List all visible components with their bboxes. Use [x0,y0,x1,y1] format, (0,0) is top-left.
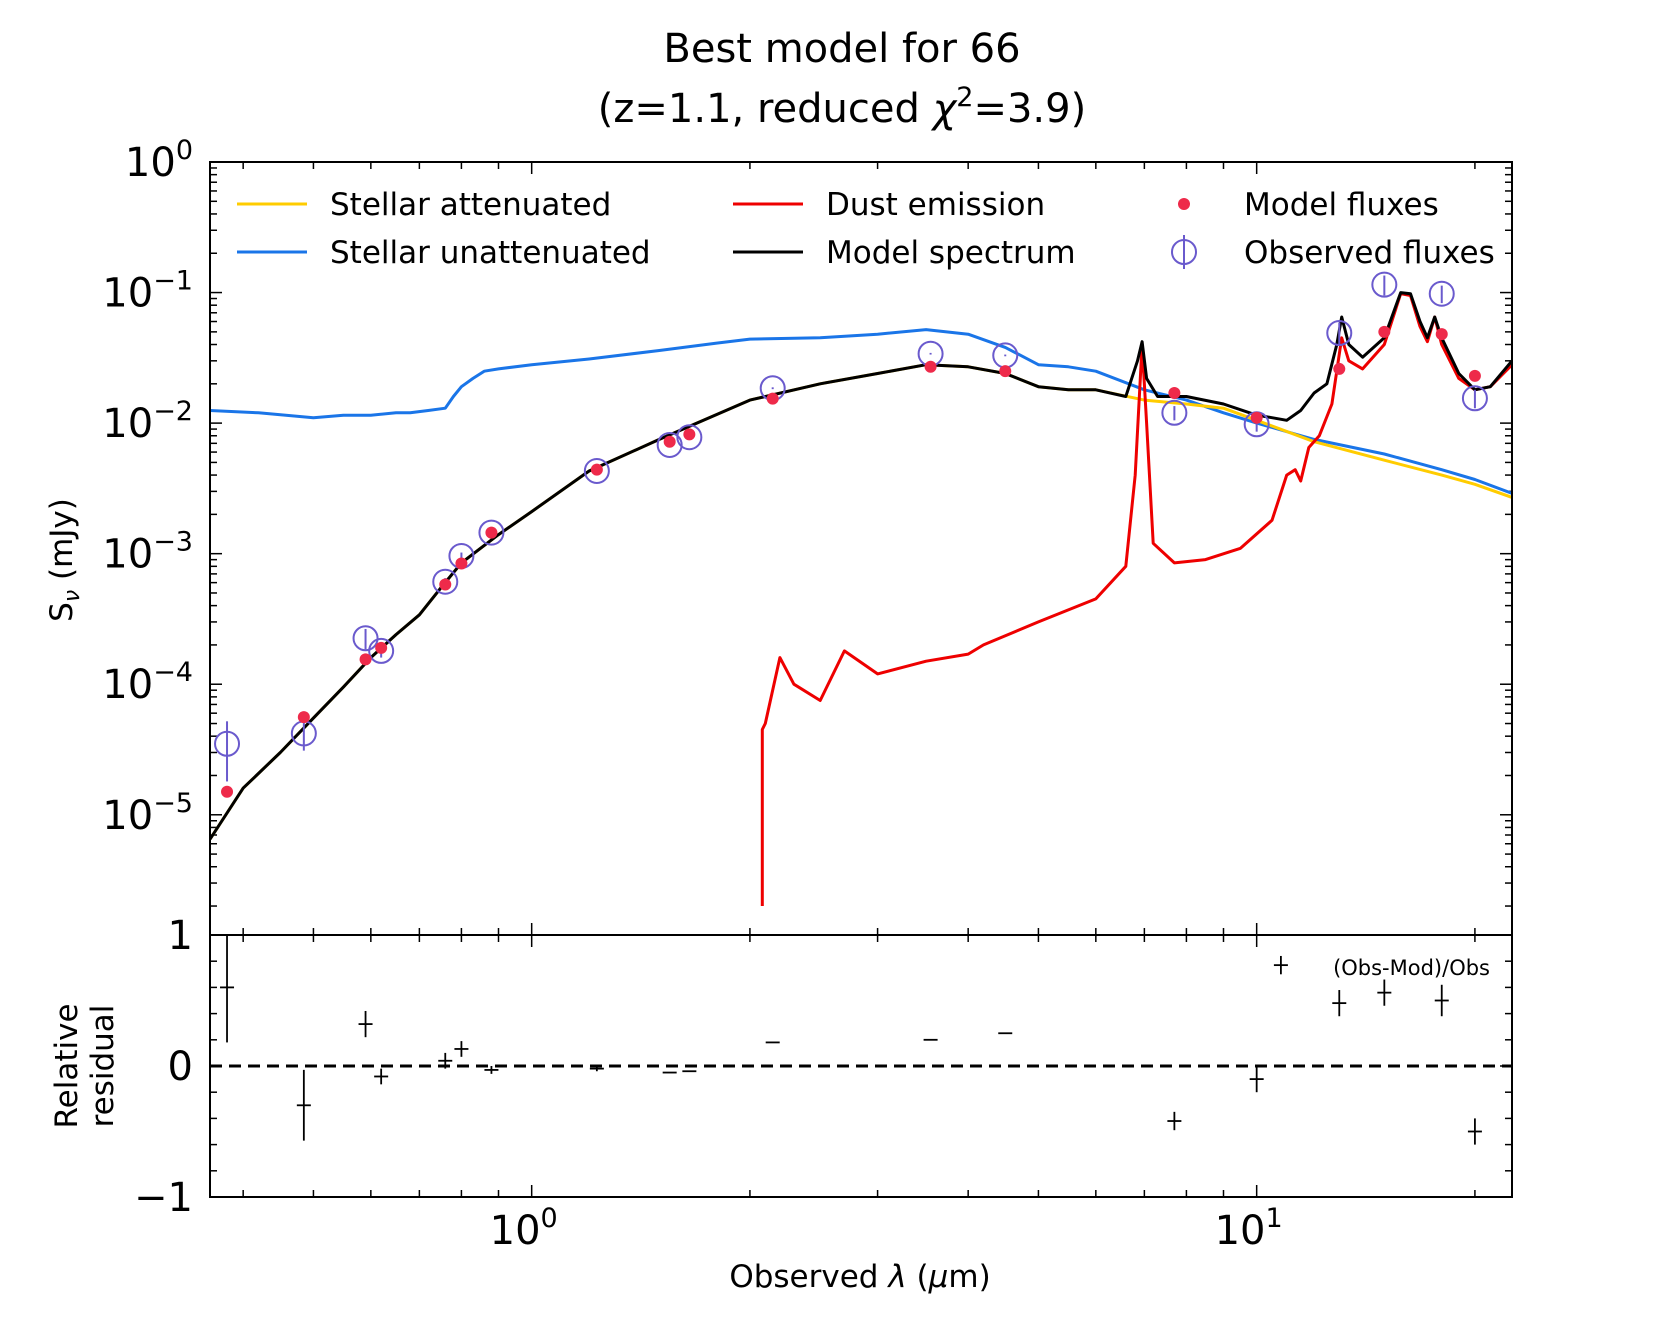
residual-ytick-labels: 1 0 −1 [134,913,193,1221]
observed-flux-point [432,568,459,595]
model-flux-point [1468,369,1481,382]
residual-points-group [220,935,1482,1145]
observed-flux-point [1461,385,1488,412]
model-flux-point [485,526,498,539]
main-ytick-labels: 100 10−1 10−2 10−3 10−4 10−5 [102,135,193,839]
legend-label-stellar-unattenuated: Stellar unattenuated [330,235,651,271]
observed-flux-point [1161,399,1188,426]
model-flux-point [439,578,452,591]
residual-xtick-labels: 100 101 [490,1203,1283,1254]
model-flux-point [683,428,696,441]
main-plot-frame [209,161,1513,936]
legend-label-model-spectrum: Model spectrum [826,235,1076,271]
legend-label-observed-fluxes: Observed fluxes [1244,235,1495,271]
model-flux-point [999,365,1012,378]
residual-plot-frame [209,934,1513,1198]
legend: Stellar attenuated Stellar unattenuated … [237,187,1495,271]
observed-flux-point [1326,320,1353,347]
residual-ytick-label: 1 [168,913,193,959]
model-flux-point [663,435,676,448]
observed-flux-point [656,431,683,458]
series-line-dust-emission [760,292,1512,906]
chart-subtitle: (z=1.1, reduced χ2=3.9) [598,82,1086,132]
residual-ytick-label: −1 [134,1175,193,1221]
legend-swatch-model-fluxes [1178,198,1190,210]
model-flux-point [375,641,388,654]
residual-annotation: (Obs-Mod)/Obs [1333,956,1490,980]
main-axis-ticks [210,161,1512,935]
legend-label-dust-emission: Dust emission [826,187,1045,223]
residual-y-label-line2: residual [85,1005,121,1128]
main-ytick-label: 10−4 [102,657,193,708]
model-flux-point [1378,325,1391,338]
main-y-axis-label: Sν (mJy) [44,498,85,622]
observed-flux-point [368,637,395,664]
observed-flux-point [676,424,703,451]
model-flux-point [1168,387,1181,400]
chart-title: Best model for 66 [663,26,1020,72]
main-ytick-label: 10−1 [102,266,193,317]
sed-plot-panel: 100 10−1 10−2 10−3 10−4 10−5 Sν (mJy) Stellar… [44,135,1513,936]
model-flux-point [924,360,937,373]
model-flux-point [455,557,468,570]
model-flux-point [1333,362,1346,375]
observed-flux-point [352,625,379,652]
model-flux-point [1250,411,1263,424]
legend-label-model-fluxes: Model fluxes [1244,187,1439,223]
main-ytick-label: 100 [125,135,193,186]
residual-y-label-line1: Relative [49,1003,85,1128]
series-line-stellar-unattenuated [210,328,1512,495]
legend-label-stellar-attenuated: Stellar attenuated [330,187,611,223]
model-flux-point [590,463,603,476]
observed-flux-point [1428,280,1455,307]
main-ytick-label: 10−2 [102,396,193,447]
x-axis-label: Observed λ (μm) [729,1259,990,1295]
model-flux-point [359,653,372,666]
observed-flux-point [214,730,241,757]
main-ytick-label: 10−3 [102,527,193,578]
residual-plot-panel: 1 0 −1 100 101 (Obs-Mod)/Obs Relative resid… [49,913,1513,1254]
observed-flux-point [478,519,505,546]
observed-flux-point [1371,271,1398,298]
x-tick-label: 101 [1215,1203,1283,1254]
observed-flux-point [583,457,610,484]
sed-series-group [210,291,1512,906]
model-flux-point [297,711,310,724]
main-ytick-label: 10−5 [102,788,193,839]
sed-points-group [214,271,1488,798]
model-flux-point [766,392,779,405]
series-line-stellar-attenuated [210,363,1512,841]
series-line-model-spectrum [210,291,1512,841]
x-tick-label: 100 [490,1203,558,1254]
model-flux-point [221,785,234,798]
residual-ytick-label: 0 [168,1044,193,1090]
model-flux-point [1435,328,1448,341]
